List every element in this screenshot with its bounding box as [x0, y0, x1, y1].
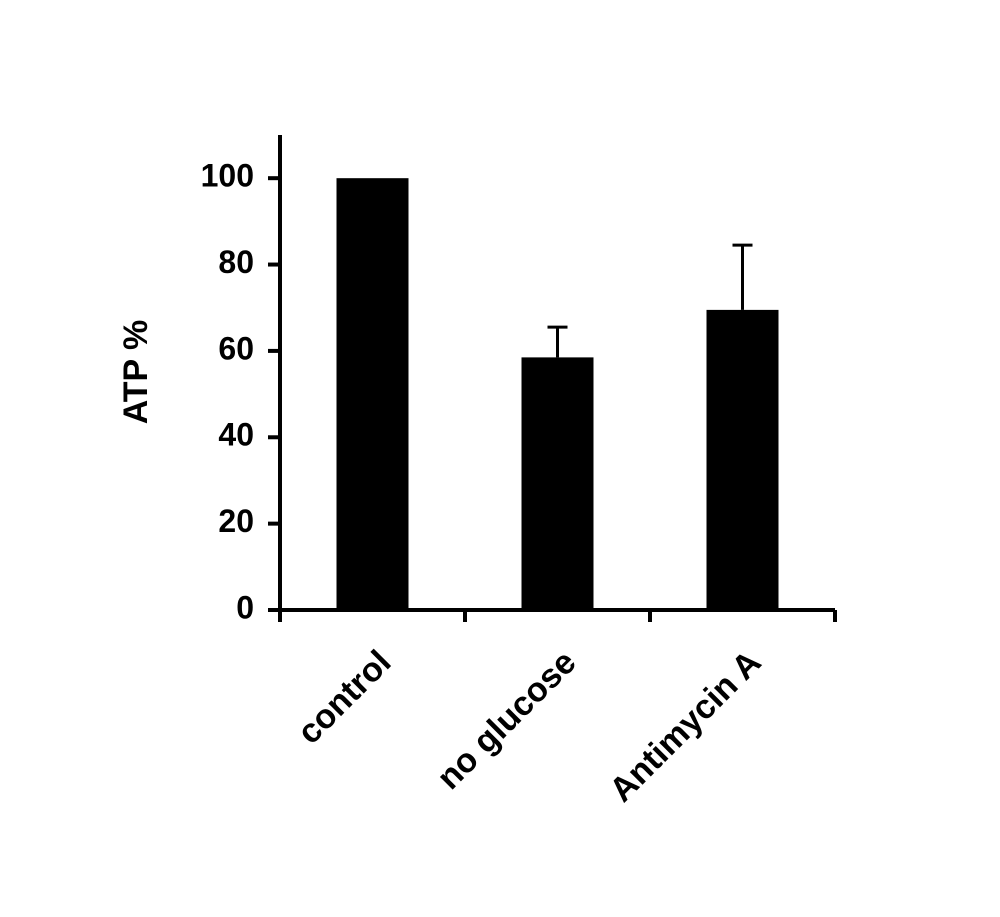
- y-tick-label: 40: [218, 417, 254, 453]
- x-tick-label: Antimycin A: [602, 643, 768, 809]
- bar: [336, 178, 409, 610]
- y-axis-label: ATP %: [117, 320, 155, 425]
- y-tick-label: 0: [236, 589, 254, 625]
- y-tick-label: 80: [218, 244, 254, 280]
- x-tick-label: control: [290, 643, 398, 751]
- bar: [521, 357, 594, 610]
- bar: [706, 309, 779, 610]
- y-tick-label: 100: [201, 158, 254, 194]
- y-tick-label: 60: [218, 330, 254, 366]
- x-tick-label: no glucose: [430, 643, 584, 797]
- y-tick-label: 20: [218, 503, 254, 539]
